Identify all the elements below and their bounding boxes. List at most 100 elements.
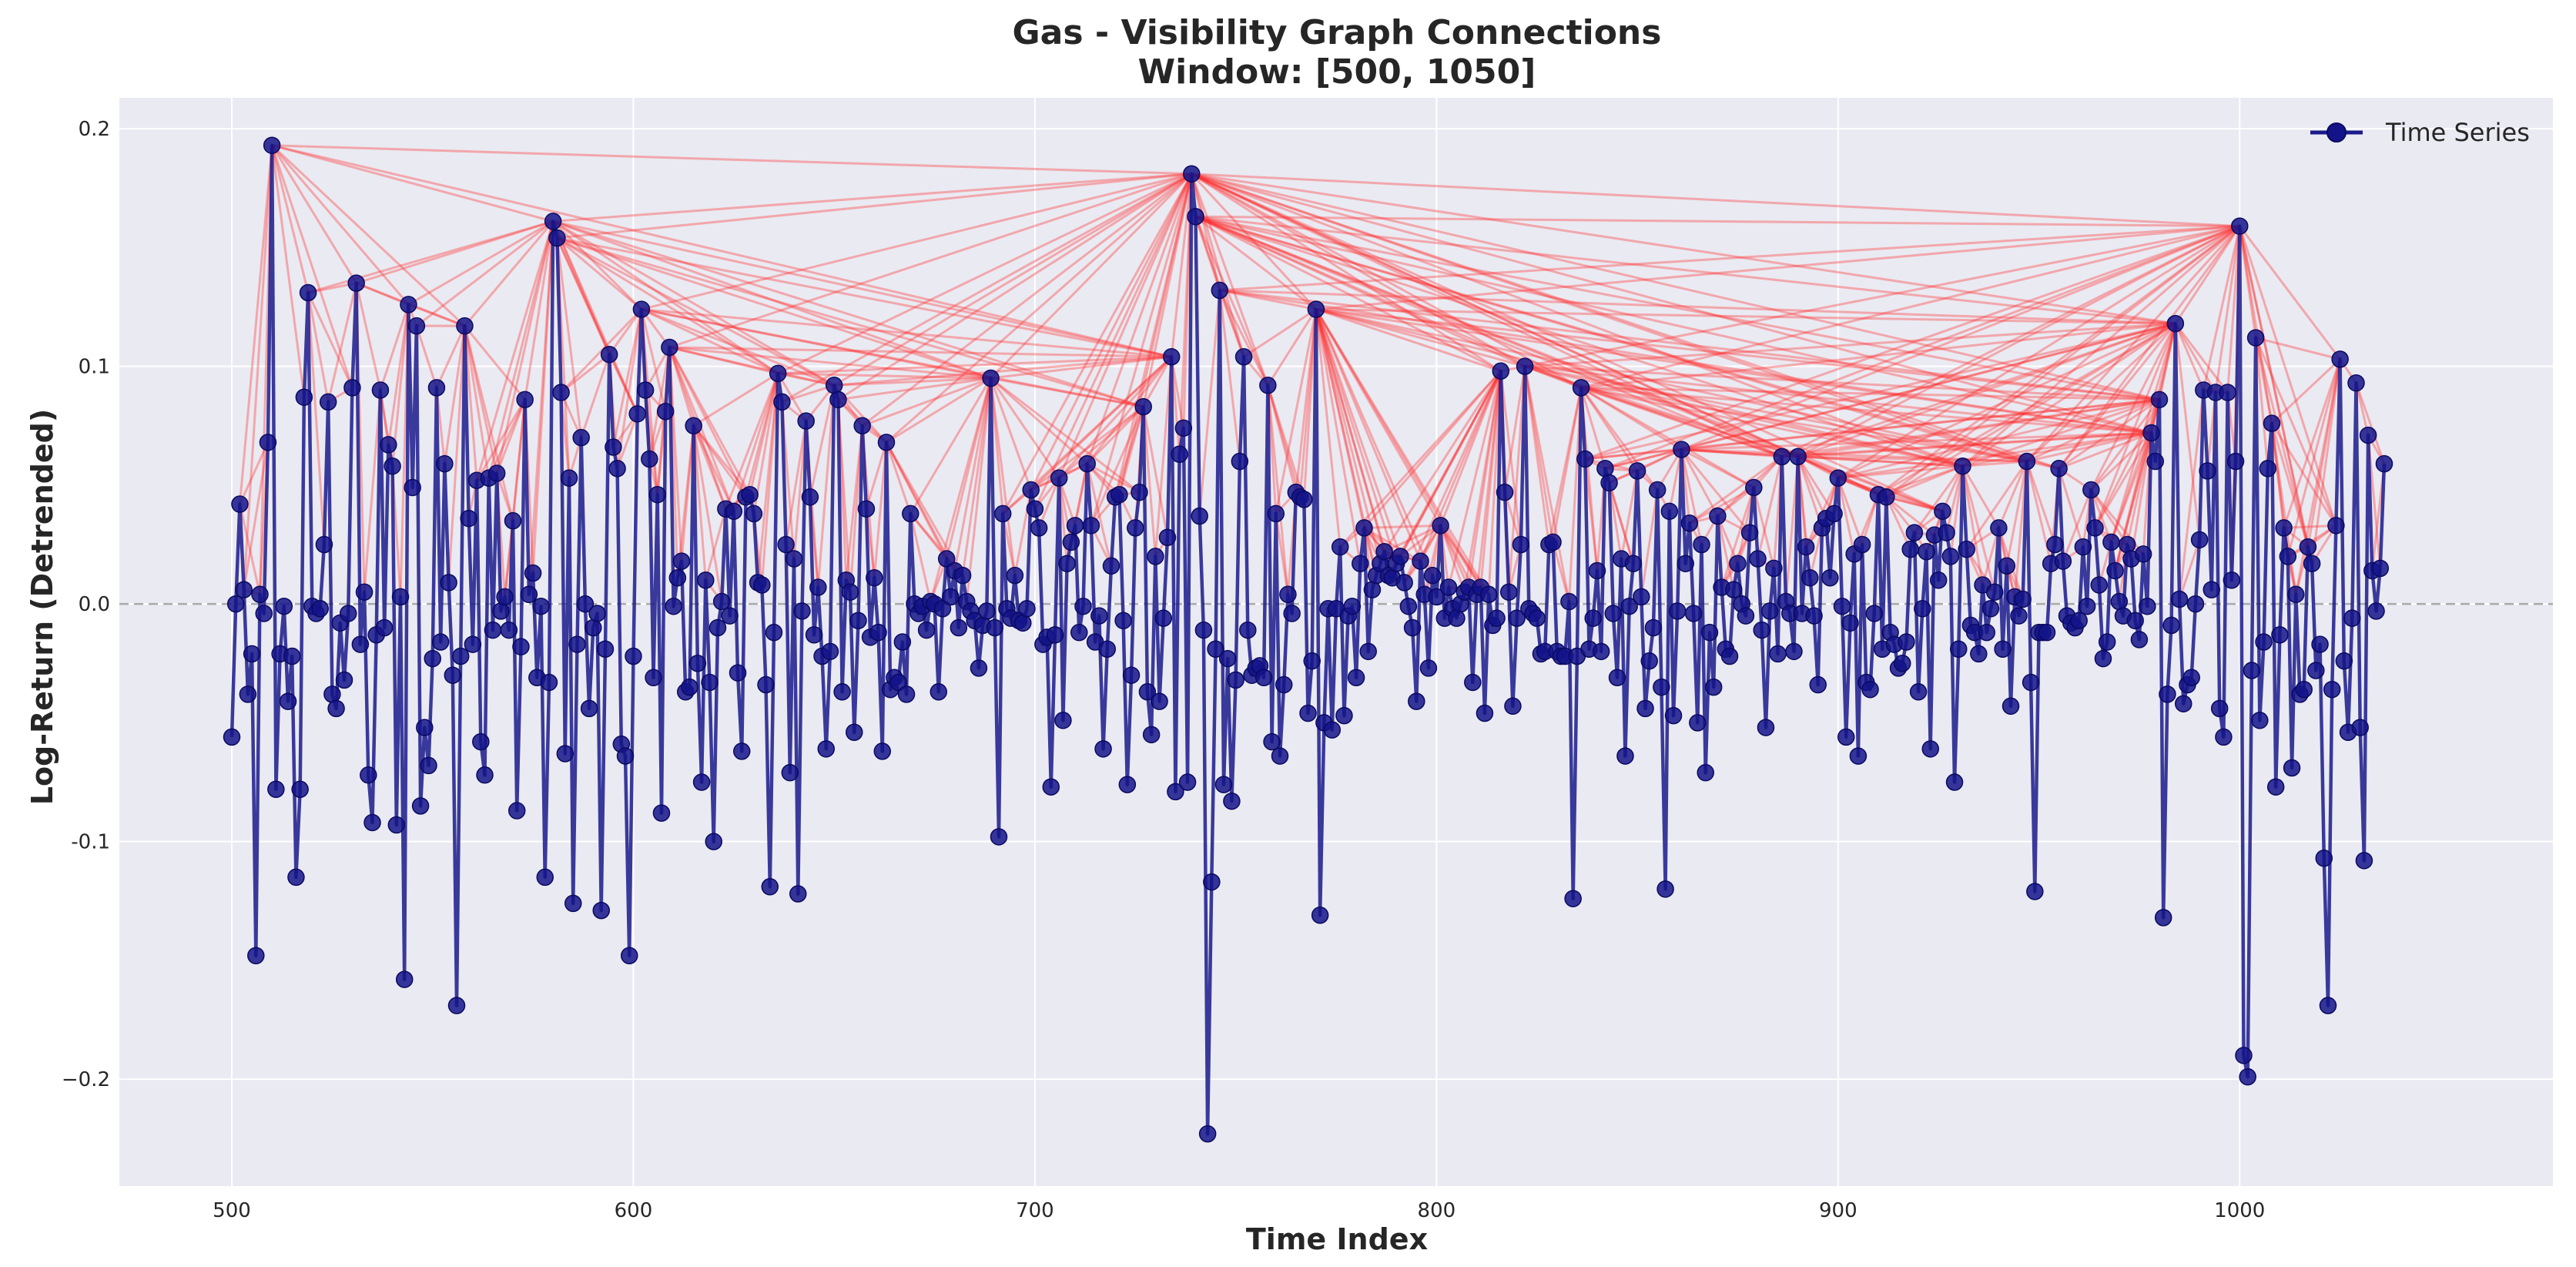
visibility-edge <box>1195 215 2028 463</box>
visibility-edge <box>1219 289 2160 401</box>
visibility-edge <box>865 441 888 510</box>
data-point <box>930 683 948 701</box>
data-point <box>2299 538 2317 556</box>
visibility-edge <box>752 373 779 515</box>
visibility-edge <box>463 325 498 474</box>
visibility-edge <box>1191 173 1799 458</box>
visibility-edge <box>1797 455 2027 463</box>
data-point <box>825 377 843 394</box>
visibility-edge <box>2090 489 2129 545</box>
visibility-edge <box>1191 173 2028 463</box>
visibility-edge <box>2025 322 2176 463</box>
visibility-edge <box>1961 465 1996 593</box>
data-point <box>492 602 510 620</box>
data-point <box>990 828 1008 846</box>
visibility-edge <box>608 308 643 356</box>
data-point <box>592 901 610 920</box>
visibility-edge <box>1579 387 1639 472</box>
visibility-edge <box>552 220 642 310</box>
data-point <box>2235 1047 2253 1064</box>
data-point <box>801 488 819 506</box>
visibility-edge <box>1423 525 1442 595</box>
visibility-edge <box>1885 496 1912 550</box>
data-point <box>632 300 651 318</box>
data-point <box>1110 485 1128 504</box>
visibility-edge <box>1298 309 1318 498</box>
data-point <box>1154 609 1173 627</box>
visibility-edge <box>2109 432 2152 543</box>
data-point <box>311 600 329 618</box>
x-tick-label: 600 <box>615 1199 653 1222</box>
visibility-edge <box>1090 406 1145 526</box>
legend-entry-time-series: Time Series <box>2385 118 2530 147</box>
visibility-edge <box>1584 225 2240 461</box>
data-point <box>1234 348 1253 366</box>
visibility-edge <box>1315 309 1386 552</box>
data-point <box>2266 778 2285 796</box>
data-point <box>496 588 514 606</box>
data-point <box>2331 350 2349 368</box>
visibility-edge <box>1681 431 2152 451</box>
data-point <box>516 390 534 409</box>
visibility-edge <box>556 236 992 380</box>
data-point <box>1303 652 1321 670</box>
data-point <box>504 511 522 530</box>
data-point <box>1335 706 1353 725</box>
visibility-edge <box>1580 387 1755 489</box>
visibility-edge <box>668 347 695 427</box>
data-point <box>1018 600 1036 618</box>
visibility-edge <box>648 347 671 460</box>
visibility-edge <box>2355 382 2386 464</box>
visibility-edge <box>641 308 779 375</box>
data-point <box>889 673 907 692</box>
visibility-edge <box>1267 308 1318 387</box>
data-point <box>2239 1068 2256 1086</box>
visibility-edge <box>2158 323 2177 401</box>
data-point <box>2259 460 2277 478</box>
data-point <box>2295 680 2313 699</box>
data-point <box>692 773 711 791</box>
visibility-edge <box>2174 323 2205 391</box>
data-point <box>2142 424 2160 442</box>
visibility-edge <box>953 377 993 571</box>
visibility-edge <box>1781 398 2160 458</box>
visibility-edge <box>1191 173 1944 513</box>
visibility-edge <box>1507 366 1526 592</box>
visibility-edge <box>1837 464 1963 480</box>
visibility-edge <box>1315 308 1963 468</box>
data-point <box>1704 678 1723 696</box>
visibility-edge <box>1524 225 2240 368</box>
data-point <box>2327 517 2345 535</box>
visibility-edge <box>355 283 382 390</box>
visibility-edge <box>1579 387 1606 469</box>
data-point <box>902 504 920 523</box>
x-tick-label: 900 <box>1819 1199 1857 1222</box>
visibility-edge <box>415 325 438 388</box>
visibility-edge <box>2150 323 2177 434</box>
data-point <box>2182 669 2200 687</box>
x-tick-label: 700 <box>1016 1199 1054 1222</box>
visibility-edge <box>861 173 1193 427</box>
data-point <box>440 574 457 592</box>
data-point <box>1914 600 1931 618</box>
visibility-edge <box>611 309 643 447</box>
visibility-edge <box>834 377 991 387</box>
visibility-edge <box>356 220 554 285</box>
data-point <box>1929 571 1948 589</box>
data-point <box>1853 535 1871 554</box>
data-point <box>605 438 622 456</box>
data-point <box>625 647 642 665</box>
data-point <box>407 317 426 335</box>
visibility-edge <box>692 425 723 602</box>
visibility-edge <box>616 309 643 469</box>
data-point <box>2351 719 2369 736</box>
visibility-edge <box>407 303 465 327</box>
data-point <box>1183 165 1201 183</box>
legend: Time Series <box>2310 118 2530 147</box>
visibility-edge <box>1885 322 2176 498</box>
visibility-edge <box>1961 225 2241 468</box>
visibility-edge <box>1467 370 1502 588</box>
data-point <box>1757 719 1775 736</box>
data-point <box>2202 581 2221 598</box>
